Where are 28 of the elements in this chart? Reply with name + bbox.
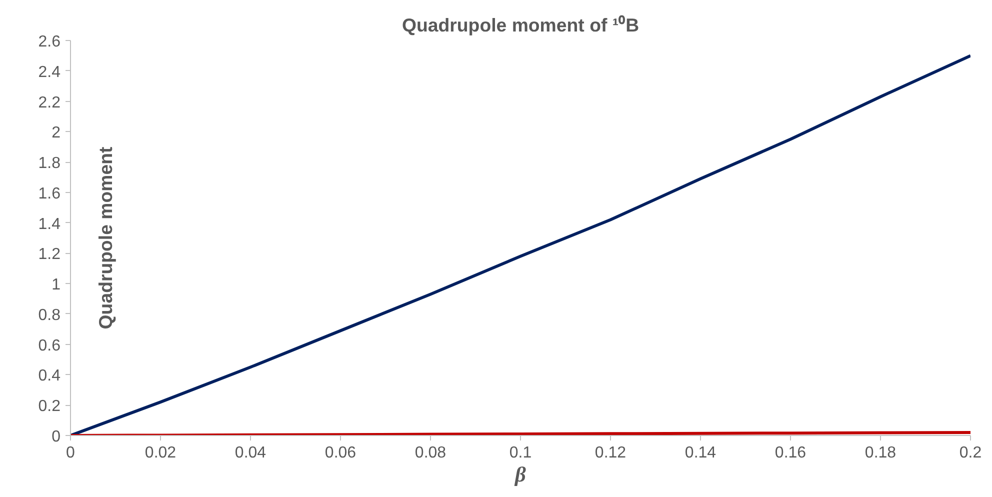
x-tick-label: 0.1 bbox=[509, 444, 532, 462]
x-tick-label: 0.08 bbox=[414, 444, 446, 462]
x-tick-label: 0.04 bbox=[234, 444, 266, 462]
x-tick-label: 0 bbox=[66, 444, 76, 462]
y-tick-label: 2 bbox=[52, 124, 61, 142]
x-tick-label: 0.14 bbox=[684, 444, 716, 462]
y-tick-label: 2.4 bbox=[38, 64, 61, 81]
y-axis-title: Quadrupole moment bbox=[95, 146, 116, 330]
x-tick-label: 0.2 bbox=[959, 444, 982, 462]
y-tick-label: 1.2 bbox=[38, 246, 61, 264]
x-tick-label: 0.06 bbox=[324, 444, 356, 462]
y-tick-label: 0.6 bbox=[38, 337, 61, 354]
x-tick-label: 0.16 bbox=[774, 444, 806, 462]
y-tick-label: 1.4 bbox=[38, 216, 61, 233]
y-tick-label: 0.8 bbox=[38, 306, 61, 324]
y-tick-label: 0.4 bbox=[38, 368, 61, 385]
y-tick-label: 0 bbox=[52, 428, 61, 446]
chart-title: Quadrupole moment of ¹⁰B bbox=[402, 14, 640, 36]
y-tick-label: 2.2 bbox=[38, 94, 61, 112]
x-tick-label: 0.18 bbox=[864, 444, 896, 462]
x-tick-label: 0.02 bbox=[144, 444, 176, 462]
y-tick-label: 1 bbox=[52, 276, 61, 294]
x-tick-label: 0.12 bbox=[594, 444, 626, 462]
y-tick-label: 2.6 bbox=[38, 34, 61, 50]
y-tick-label: 1.8 bbox=[38, 155, 61, 172]
y-tick-label: 0.2 bbox=[38, 398, 61, 416]
y-tick-label: 1.6 bbox=[38, 185, 61, 202]
x-axis-title: β bbox=[514, 462, 526, 486]
